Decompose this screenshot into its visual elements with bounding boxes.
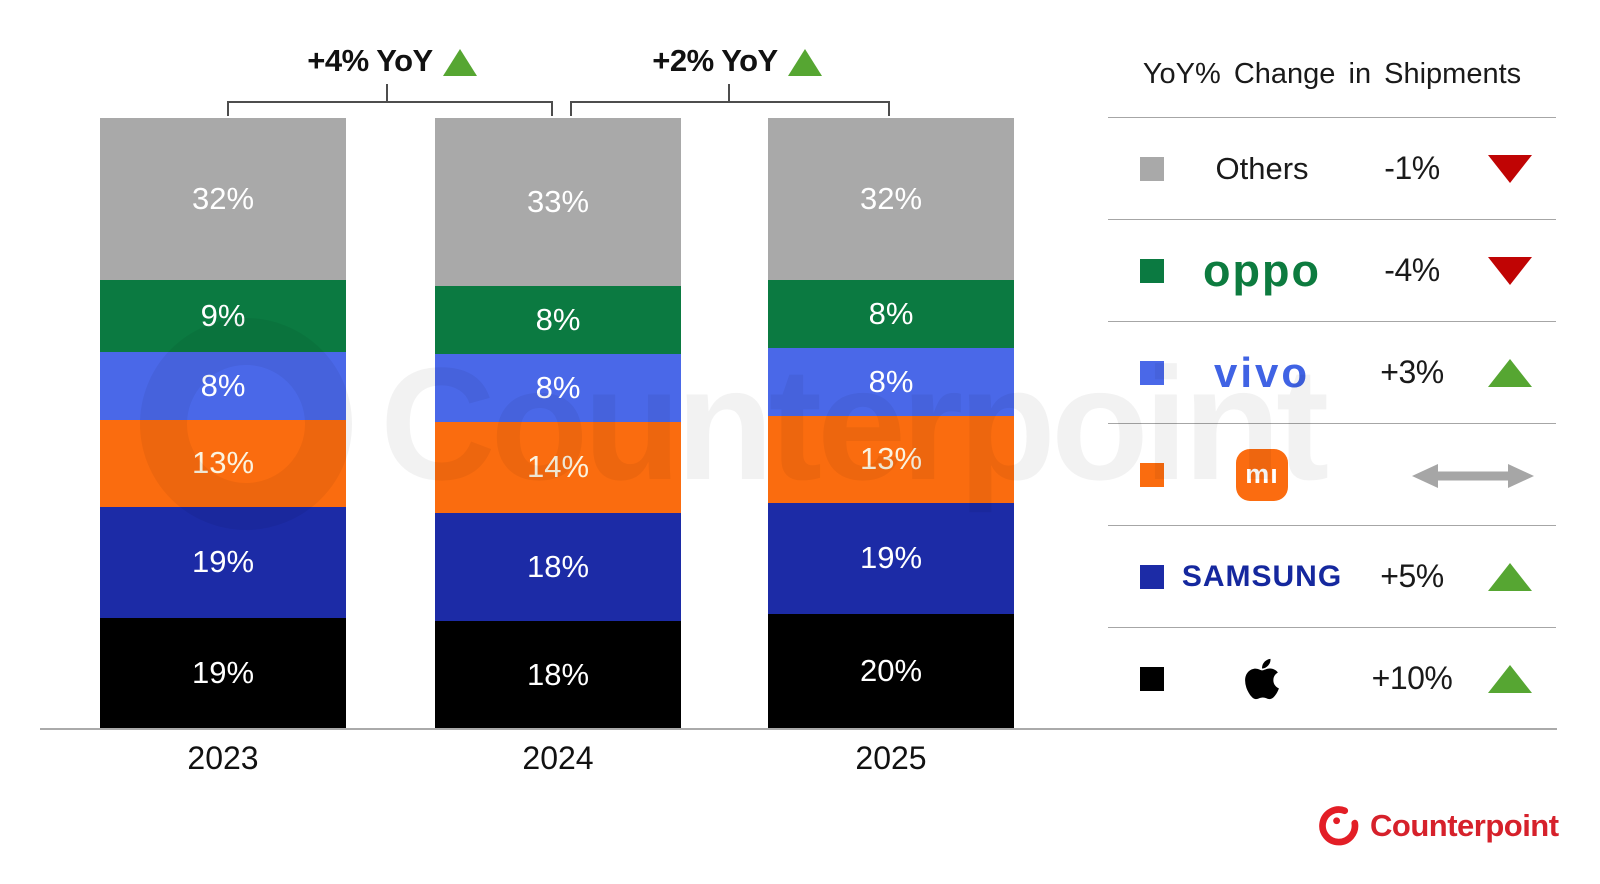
legend-row-oppo: oppo -4% <box>1108 219 1556 321</box>
bar-segment-samsung-2025: 19% <box>768 502 1014 614</box>
yoy-annotation-label: +4% YoY <box>307 43 433 78</box>
bar-segment-apple-2023: 19% <box>100 617 346 729</box>
bar-segment-value: 19% <box>859 540 923 576</box>
legend: Others -1% oppo -4% vivo +3% mı <box>1108 117 1556 729</box>
bar-segment-value: 18% <box>526 657 590 693</box>
samsung-logo: SAMSUNG <box>1181 559 1343 593</box>
legend-row-apple: +10% <box>1108 627 1556 729</box>
down-triangle-icon <box>1488 256 1532 285</box>
bar-segment-vivo-2023: 8% <box>100 351 346 420</box>
bar-segment-xiaomi-2024: 14% <box>435 421 681 514</box>
bar-segment-oppo-2023: 9% <box>100 280 346 352</box>
legend-row-xiaomi: mı <box>1108 423 1556 525</box>
oppo-logo: oppo <box>1203 245 1321 296</box>
x-tick-2023: 2023 <box>187 740 259 776</box>
xiaomi-mi-logo: mı <box>1236 448 1288 501</box>
vivo-change-value: +3% <box>1380 354 1444 390</box>
yoy-bracket-stem <box>386 84 388 101</box>
vivo-logo: vivo <box>1213 348 1311 396</box>
bar-segment-samsung-2023: 19% <box>100 506 346 618</box>
legend-row-others: Others -1% <box>1108 117 1556 219</box>
bar-segment-value: 8% <box>200 367 246 403</box>
yoy-annotation-2024: +4% YoY <box>242 42 542 80</box>
bar-segment-value: 19% <box>191 544 255 580</box>
bar-segment-apple-2025: 20% <box>768 613 1014 729</box>
bar-segment-value: 33% <box>526 183 590 219</box>
counterpoint-logo-icon <box>1319 806 1359 846</box>
oppo-color-swatch <box>1140 258 1164 283</box>
stacked-bar-2023: 32% 9% 8% 13% 19% 19% <box>100 118 346 729</box>
stacked-bar-2024: 33% 8% 8% 14% 18% 18% <box>435 118 681 729</box>
yoy-bracket-2024-2025 <box>570 101 890 116</box>
apple-change-value: +10% <box>1371 660 1453 696</box>
up-triangle-icon <box>787 48 822 76</box>
bar-segment-xiaomi-2025: 13% <box>768 415 1014 503</box>
legend-row-vivo: vivo +3% <box>1108 321 1556 423</box>
bar-segment-apple-2024: 18% <box>435 621 681 729</box>
samsung-change-value: +5% <box>1380 558 1444 594</box>
up-triangle-icon <box>1488 358 1532 387</box>
legend-row-samsung: SAMSUNG +5% <box>1108 525 1556 627</box>
bar-segment-others-2024: 33% <box>435 118 681 286</box>
bar-segment-value: 8% <box>535 301 581 337</box>
bar-segment-value: 8% <box>535 369 581 405</box>
bar-segment-value: 9% <box>200 298 246 334</box>
x-axis-line <box>40 728 1557 730</box>
bar-segment-value: 32% <box>191 181 255 217</box>
bar-segment-value: 18% <box>526 549 590 585</box>
down-triangle-icon <box>1488 154 1532 183</box>
oppo-change-value: -4% <box>1384 252 1440 288</box>
yoy-bracket-stem <box>728 84 730 101</box>
bar-segment-value: 13% <box>859 441 923 477</box>
bar-segment-xiaomi-2023: 13% <box>100 419 346 507</box>
others-label: Others <box>1215 150 1309 186</box>
stacked-bar-2025: 32% 8% 8% 13% 19% 20% <box>768 118 1014 729</box>
bar-segment-value: 8% <box>868 363 914 399</box>
xiaomi-color-swatch <box>1140 462 1164 487</box>
bar-segment-value: 14% <box>526 449 590 485</box>
bar-segment-oppo-2025: 8% <box>768 280 1014 348</box>
vivo-color-swatch <box>1140 360 1164 385</box>
bar-segment-value: 32% <box>859 181 923 217</box>
bar-segment-vivo-2025: 8% <box>768 348 1014 416</box>
x-tick-2025: 2025 <box>855 740 927 776</box>
up-triangle-icon <box>1488 562 1532 591</box>
bar-segment-samsung-2024: 18% <box>435 513 681 622</box>
up-triangle-icon <box>1488 664 1532 693</box>
bar-segment-value: 20% <box>859 653 923 689</box>
yoy-annotation-2025: +2% YoY <box>587 42 887 80</box>
bar-segment-others-2023: 32% <box>100 118 346 281</box>
flat-arrow-icon <box>1412 464 1534 488</box>
bar-segment-value: 13% <box>191 445 255 481</box>
x-tick-2024: 2024 <box>522 740 594 776</box>
bar-segment-value: 8% <box>868 296 914 332</box>
apple-color-swatch <box>1140 666 1164 691</box>
counterpoint-logo-text: Counterpoint <box>1370 808 1559 843</box>
apple-logo-icon <box>1245 658 1279 699</box>
bar-segment-vivo-2024: 8% <box>435 353 681 422</box>
counterpoint-logo: Counterpoint <box>1318 804 1559 848</box>
bar-segment-others-2025: 32% <box>768 118 1014 281</box>
yoy-bracket-2023-2024 <box>227 101 553 116</box>
bar-segment-oppo-2024: 8% <box>435 285 681 354</box>
legend-title: YoY% Change in Shipments <box>1142 58 1522 90</box>
up-triangle-icon <box>442 48 477 76</box>
bar-segment-value: 19% <box>191 655 255 691</box>
others-change-value: -1% <box>1384 150 1440 186</box>
others-color-swatch <box>1140 156 1164 181</box>
samsung-color-swatch <box>1140 564 1164 589</box>
yoy-annotation-label: +2% YoY <box>652 43 778 78</box>
